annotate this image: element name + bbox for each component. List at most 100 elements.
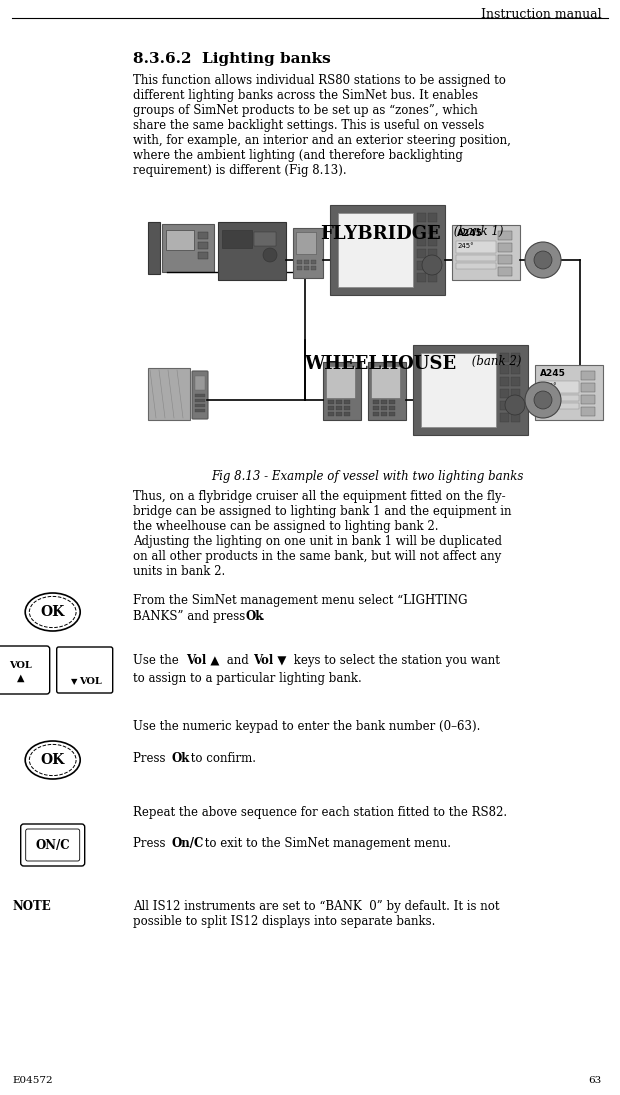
Text: .: . [261,610,265,623]
FancyBboxPatch shape [195,410,205,412]
FancyBboxPatch shape [511,365,520,374]
FancyBboxPatch shape [344,406,350,410]
FancyBboxPatch shape [498,267,512,276]
Text: Press: Press [133,837,169,850]
Circle shape [422,255,442,275]
Text: Ok: Ok [246,610,264,623]
FancyBboxPatch shape [198,242,208,249]
FancyBboxPatch shape [498,243,512,252]
FancyBboxPatch shape [428,249,437,258]
FancyBboxPatch shape [539,403,579,410]
FancyBboxPatch shape [373,406,379,410]
FancyBboxPatch shape [148,222,160,274]
FancyBboxPatch shape [328,406,334,410]
Text: BANKS” and press: BANKS” and press [133,610,249,623]
FancyBboxPatch shape [336,400,342,404]
FancyBboxPatch shape [428,273,437,283]
FancyBboxPatch shape [338,214,413,287]
FancyBboxPatch shape [304,260,309,264]
Text: On/C: On/C [171,837,204,850]
FancyBboxPatch shape [218,222,286,280]
FancyBboxPatch shape [456,255,496,261]
Text: Instruction manual: Instruction manual [480,8,601,21]
FancyBboxPatch shape [195,376,205,390]
FancyBboxPatch shape [371,366,400,397]
Text: (bank 2): (bank 2) [468,355,521,368]
FancyBboxPatch shape [452,224,520,280]
Text: All IS12 instruments are set to “BANK  0” by default. It is not
possible to spli: All IS12 instruments are set to “BANK 0”… [133,900,500,927]
Text: 63: 63 [588,1076,601,1085]
Text: Vol ▼: Vol ▼ [254,654,286,667]
FancyBboxPatch shape [336,412,342,416]
Text: ▼: ▼ [71,678,78,687]
FancyBboxPatch shape [198,252,208,260]
FancyBboxPatch shape [192,371,208,419]
FancyBboxPatch shape [323,362,361,420]
FancyBboxPatch shape [413,345,528,435]
Text: (bank 1): (bank 1) [450,224,503,238]
FancyBboxPatch shape [500,401,509,410]
Text: 245°: 245° [458,243,475,249]
Text: Press: Press [133,752,169,765]
FancyBboxPatch shape [222,230,252,247]
Ellipse shape [25,741,80,779]
FancyBboxPatch shape [581,395,595,404]
FancyBboxPatch shape [417,273,426,283]
Text: FLYBRIDGE: FLYBRIDGE [320,224,440,243]
Ellipse shape [25,593,80,631]
FancyBboxPatch shape [373,412,379,416]
Text: A245: A245 [457,229,483,238]
Circle shape [263,247,277,262]
Text: NOTE: NOTE [12,900,51,913]
FancyBboxPatch shape [417,261,426,270]
FancyBboxPatch shape [344,400,350,404]
FancyBboxPatch shape [428,261,437,270]
Text: Use the: Use the [133,654,183,667]
FancyBboxPatch shape [500,353,509,362]
FancyBboxPatch shape [373,400,379,404]
FancyBboxPatch shape [581,371,595,380]
FancyBboxPatch shape [195,404,205,407]
FancyBboxPatch shape [162,224,214,272]
FancyBboxPatch shape [326,366,355,397]
FancyBboxPatch shape [148,368,190,420]
FancyBboxPatch shape [581,407,595,416]
FancyBboxPatch shape [344,412,350,416]
FancyBboxPatch shape [539,381,579,393]
Text: This function allows individual RS80 stations to be assigned to
different lighti: This function allows individual RS80 sta… [133,74,511,177]
FancyBboxPatch shape [428,224,437,234]
FancyBboxPatch shape [581,383,595,392]
FancyBboxPatch shape [304,266,309,270]
FancyBboxPatch shape [389,400,395,404]
FancyBboxPatch shape [428,237,437,246]
FancyBboxPatch shape [428,214,437,222]
FancyBboxPatch shape [328,412,334,416]
Text: Ok: Ok [171,752,190,765]
Text: Vol ▲: Vol ▲ [186,654,219,667]
Circle shape [525,382,561,418]
Circle shape [525,242,561,278]
Text: VOL: VOL [79,678,102,687]
Text: 245°: 245° [541,383,557,389]
FancyBboxPatch shape [500,377,509,387]
Text: 8.3.6.2  Lighting banks: 8.3.6.2 Lighting banks [133,51,331,66]
Circle shape [534,251,552,269]
FancyBboxPatch shape [0,646,50,694]
FancyBboxPatch shape [293,228,323,278]
Text: WHEELHOUSE: WHEELHOUSE [304,355,456,373]
FancyBboxPatch shape [456,241,496,253]
Text: OK: OK [40,753,65,766]
Text: Use the numeric keypad to enter the bank number (0–63).: Use the numeric keypad to enter the bank… [133,721,481,733]
Circle shape [534,391,552,410]
FancyBboxPatch shape [381,400,387,404]
FancyBboxPatch shape [56,647,113,693]
FancyBboxPatch shape [389,412,395,416]
Ellipse shape [29,745,76,775]
Text: OK: OK [40,606,65,619]
FancyBboxPatch shape [498,255,512,264]
Text: ON/C: ON/C [35,839,70,852]
FancyBboxPatch shape [297,266,302,270]
Text: keys to select the station you want: keys to select the station you want [290,654,500,667]
Ellipse shape [29,597,76,627]
FancyBboxPatch shape [500,365,509,374]
